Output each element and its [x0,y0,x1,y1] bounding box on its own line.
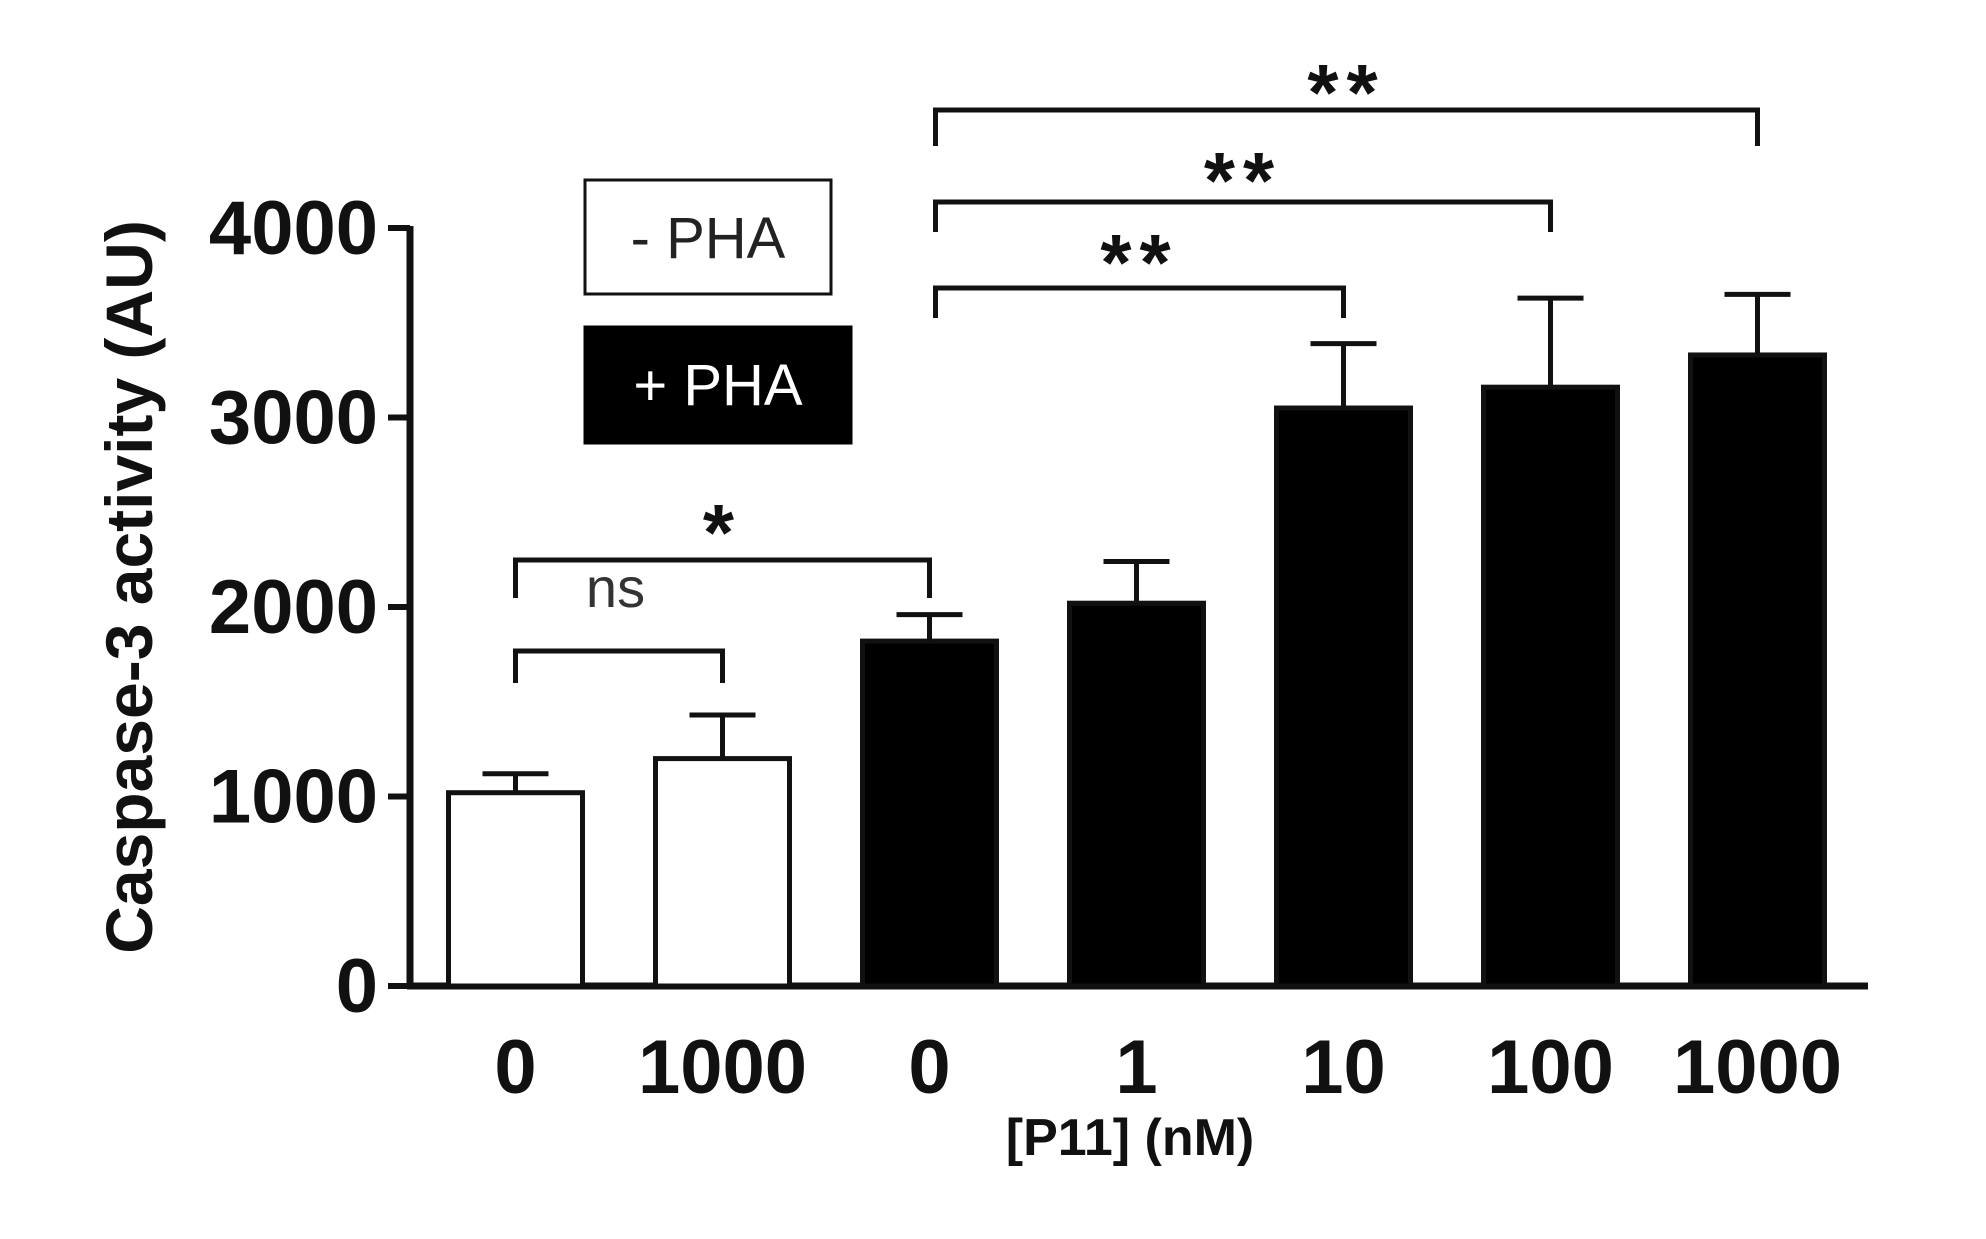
significance-label-stars: ** [1100,218,1178,307]
significance-label-stars: ** [1204,136,1282,225]
x-category-label: 100 [1487,1025,1614,1110]
legend-minus-box [583,178,833,296]
y-tick-label: 3000 [209,376,378,461]
y-axis-title: Caspase-3 activity (AU) [92,220,166,954]
x-category-label: 0 [494,1025,536,1110]
legend-minus-label: - PHA [631,206,786,271]
y-tick-label: 2000 [209,565,378,650]
x-category-label: 1000 [638,1025,807,1110]
x-axis-title: [P11] (nM) [1006,1109,1254,1167]
bar [653,756,792,989]
significance-brackets: ns******* [513,48,1760,683]
axes: 0 1000 2000 3000 4000 [209,186,1868,1029]
significance-label-ns: ns [586,556,645,619]
y-tick-label: 0 [336,944,378,1029]
y-tick-label: 1000 [209,755,378,840]
bar [1274,405,1413,989]
significance-bracket [513,557,932,598]
significance-bracket [513,648,725,683]
legend-plus-box [583,325,853,445]
significance-bracket [933,199,1553,232]
error-bars [482,291,1791,793]
bars: 0 1000 0 1 10 100 1000 [446,352,1842,1110]
legend: - PHA + PHA [583,178,853,445]
significance-label-stars: * [703,488,742,577]
bar [1688,352,1827,989]
bar [1067,600,1206,989]
x-category-label: 10 [1301,1025,1386,1110]
bar [860,638,999,989]
x-category-label: 0 [908,1025,950,1110]
bar [1481,384,1620,989]
bar [446,790,585,989]
y-tick-label: 4000 [209,186,378,271]
significance-bracket [933,107,1760,146]
significance-label-stars: ** [1307,48,1385,137]
significance-bracket [933,285,1346,318]
x-category-label: 1 [1115,1025,1157,1110]
x-category-label: 1000 [1673,1025,1842,1110]
legend-plus-label: + PHA [633,353,803,418]
